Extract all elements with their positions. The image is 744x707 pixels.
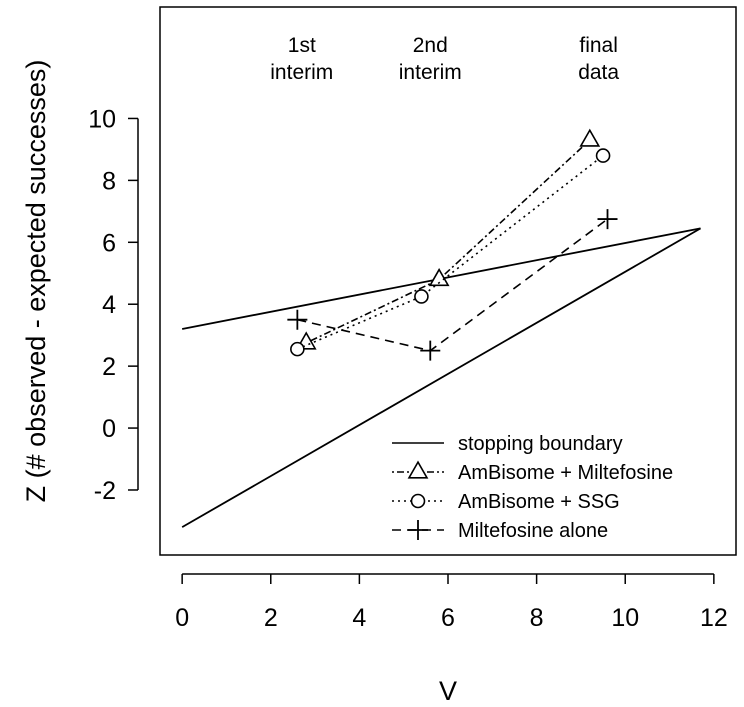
data-point-plus — [287, 309, 308, 330]
y-tick-label: 8 — [102, 167, 116, 195]
y-tick-label: 4 — [102, 291, 116, 319]
x-tick-label: 4 — [352, 604, 366, 632]
legend-marker-triangle — [407, 460, 429, 479]
y-tick-label: 2 — [102, 353, 116, 381]
legend-label: Miltefosine alone — [458, 520, 608, 542]
y-tick-label: 10 — [88, 105, 116, 133]
data-point-plus — [420, 340, 441, 361]
x-tick-label: 12 — [700, 604, 728, 632]
annotation-label: 1st — [288, 34, 316, 57]
x-tick-label: 10 — [611, 604, 639, 632]
series-layer — [287, 128, 618, 361]
y-axis: -2 0 2 4 6 8 10 — [88, 105, 139, 505]
annotations: 1st interim 2nd interim final data — [270, 34, 619, 84]
x-axis-label: V — [439, 676, 457, 706]
data-point-plus — [597, 209, 618, 230]
y-axis-label: Z (# observed - expected successes) — [21, 60, 51, 503]
x-tick-label: 0 — [175, 604, 189, 632]
y-tick-label: 0 — [102, 415, 116, 443]
annotation-label: data — [578, 61, 619, 84]
y-tick-label: 6 — [102, 229, 116, 257]
legend-label: AmBisome + SSG — [458, 491, 620, 513]
x-axis: 0 2 4 6 8 10 12 — [175, 573, 728, 632]
legend: stopping boundary AmBisome + Miltefosine A… — [392, 433, 673, 542]
series-line — [297, 154, 604, 350]
x-tick-label: 8 — [530, 604, 544, 632]
annotation-label: final — [579, 34, 618, 57]
data-point-circle — [290, 341, 305, 357]
data-point-triangle — [428, 267, 450, 287]
annotation-label: 2nd — [413, 34, 448, 57]
annotation-label: interim — [270, 61, 333, 84]
series-plus — [287, 209, 618, 361]
series-triangle — [295, 128, 601, 350]
x-tick-label: 2 — [264, 604, 278, 632]
y-tick-label: -2 — [94, 477, 116, 505]
x-tick-label: 6 — [441, 604, 455, 632]
legend-label: stopping boundary — [458, 433, 623, 455]
data-point-circle — [595, 148, 611, 163]
series-line — [305, 139, 591, 344]
series-line — [297, 218, 608, 352]
data-point-triangle — [579, 128, 601, 147]
legend-label: AmBisome + Miltefosine — [458, 462, 673, 484]
annotation-label: interim — [399, 61, 462, 84]
plot-frame — [159, 6, 737, 556]
series-circle — [290, 148, 611, 357]
legend-marker-plus — [408, 520, 428, 540]
boundary-lower-line — [181, 227, 702, 528]
data-point-circle — [414, 289, 429, 304]
legend-marker-circle — [410, 493, 426, 509]
